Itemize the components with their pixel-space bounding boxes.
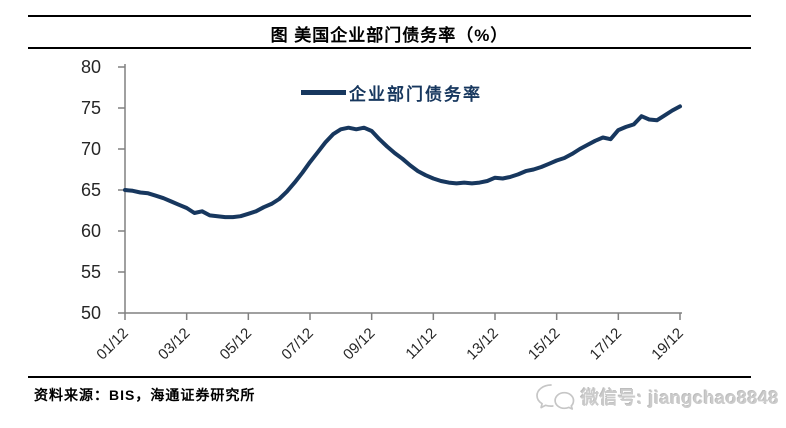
y-tick-label: 55	[81, 262, 101, 282]
watermark: 微信号: jiangchao8848	[534, 383, 779, 411]
title-bottom-rule	[28, 47, 751, 49]
x-tick-label: 05/12	[217, 325, 256, 364]
source-note: 资料来源：BIS，海通证券研究所	[34, 387, 256, 403]
x-tick-label: 11/12	[402, 325, 440, 363]
chart-title: 图 美国企业部门债务率（%）	[270, 26, 509, 45]
wechat-icon	[536, 384, 575, 410]
x-tick-label: 15/12	[525, 325, 564, 364]
y-tick-label: 65	[81, 180, 101, 200]
legend: 企业部门债务率	[301, 80, 482, 105]
legend-line-swatch	[301, 90, 346, 95]
debt-ratio-line	[123, 104, 682, 220]
plot-area: 50 55 60 65 70 75 80 01/12 03/12 05/12 07/12 09/12 1…	[81, 57, 687, 364]
x-tick-label: 13/12	[463, 325, 502, 364]
x-tick-label: 01/12	[93, 325, 132, 364]
y-tick-label: 60	[81, 221, 101, 241]
x-tick-label: 09/12	[340, 325, 379, 364]
y-tick-label: 50	[81, 303, 101, 323]
watermark-text: 微信号: jiangchao8848	[581, 388, 780, 408]
x-tick-label: 19/12	[648, 325, 687, 364]
footer-rule	[28, 376, 751, 378]
x-tick-label: 03/12	[155, 325, 194, 364]
x-tick-label: 07/12	[278, 325, 317, 364]
y-tick-label: 75	[81, 98, 101, 118]
x-tick-label: 17/12	[587, 325, 626, 364]
y-tick-label: 80	[81, 57, 101, 77]
y-tick-label: 70	[81, 139, 101, 159]
legend-label: 企业部门债务率	[349, 85, 482, 104]
title-top-rule	[28, 15, 751, 17]
